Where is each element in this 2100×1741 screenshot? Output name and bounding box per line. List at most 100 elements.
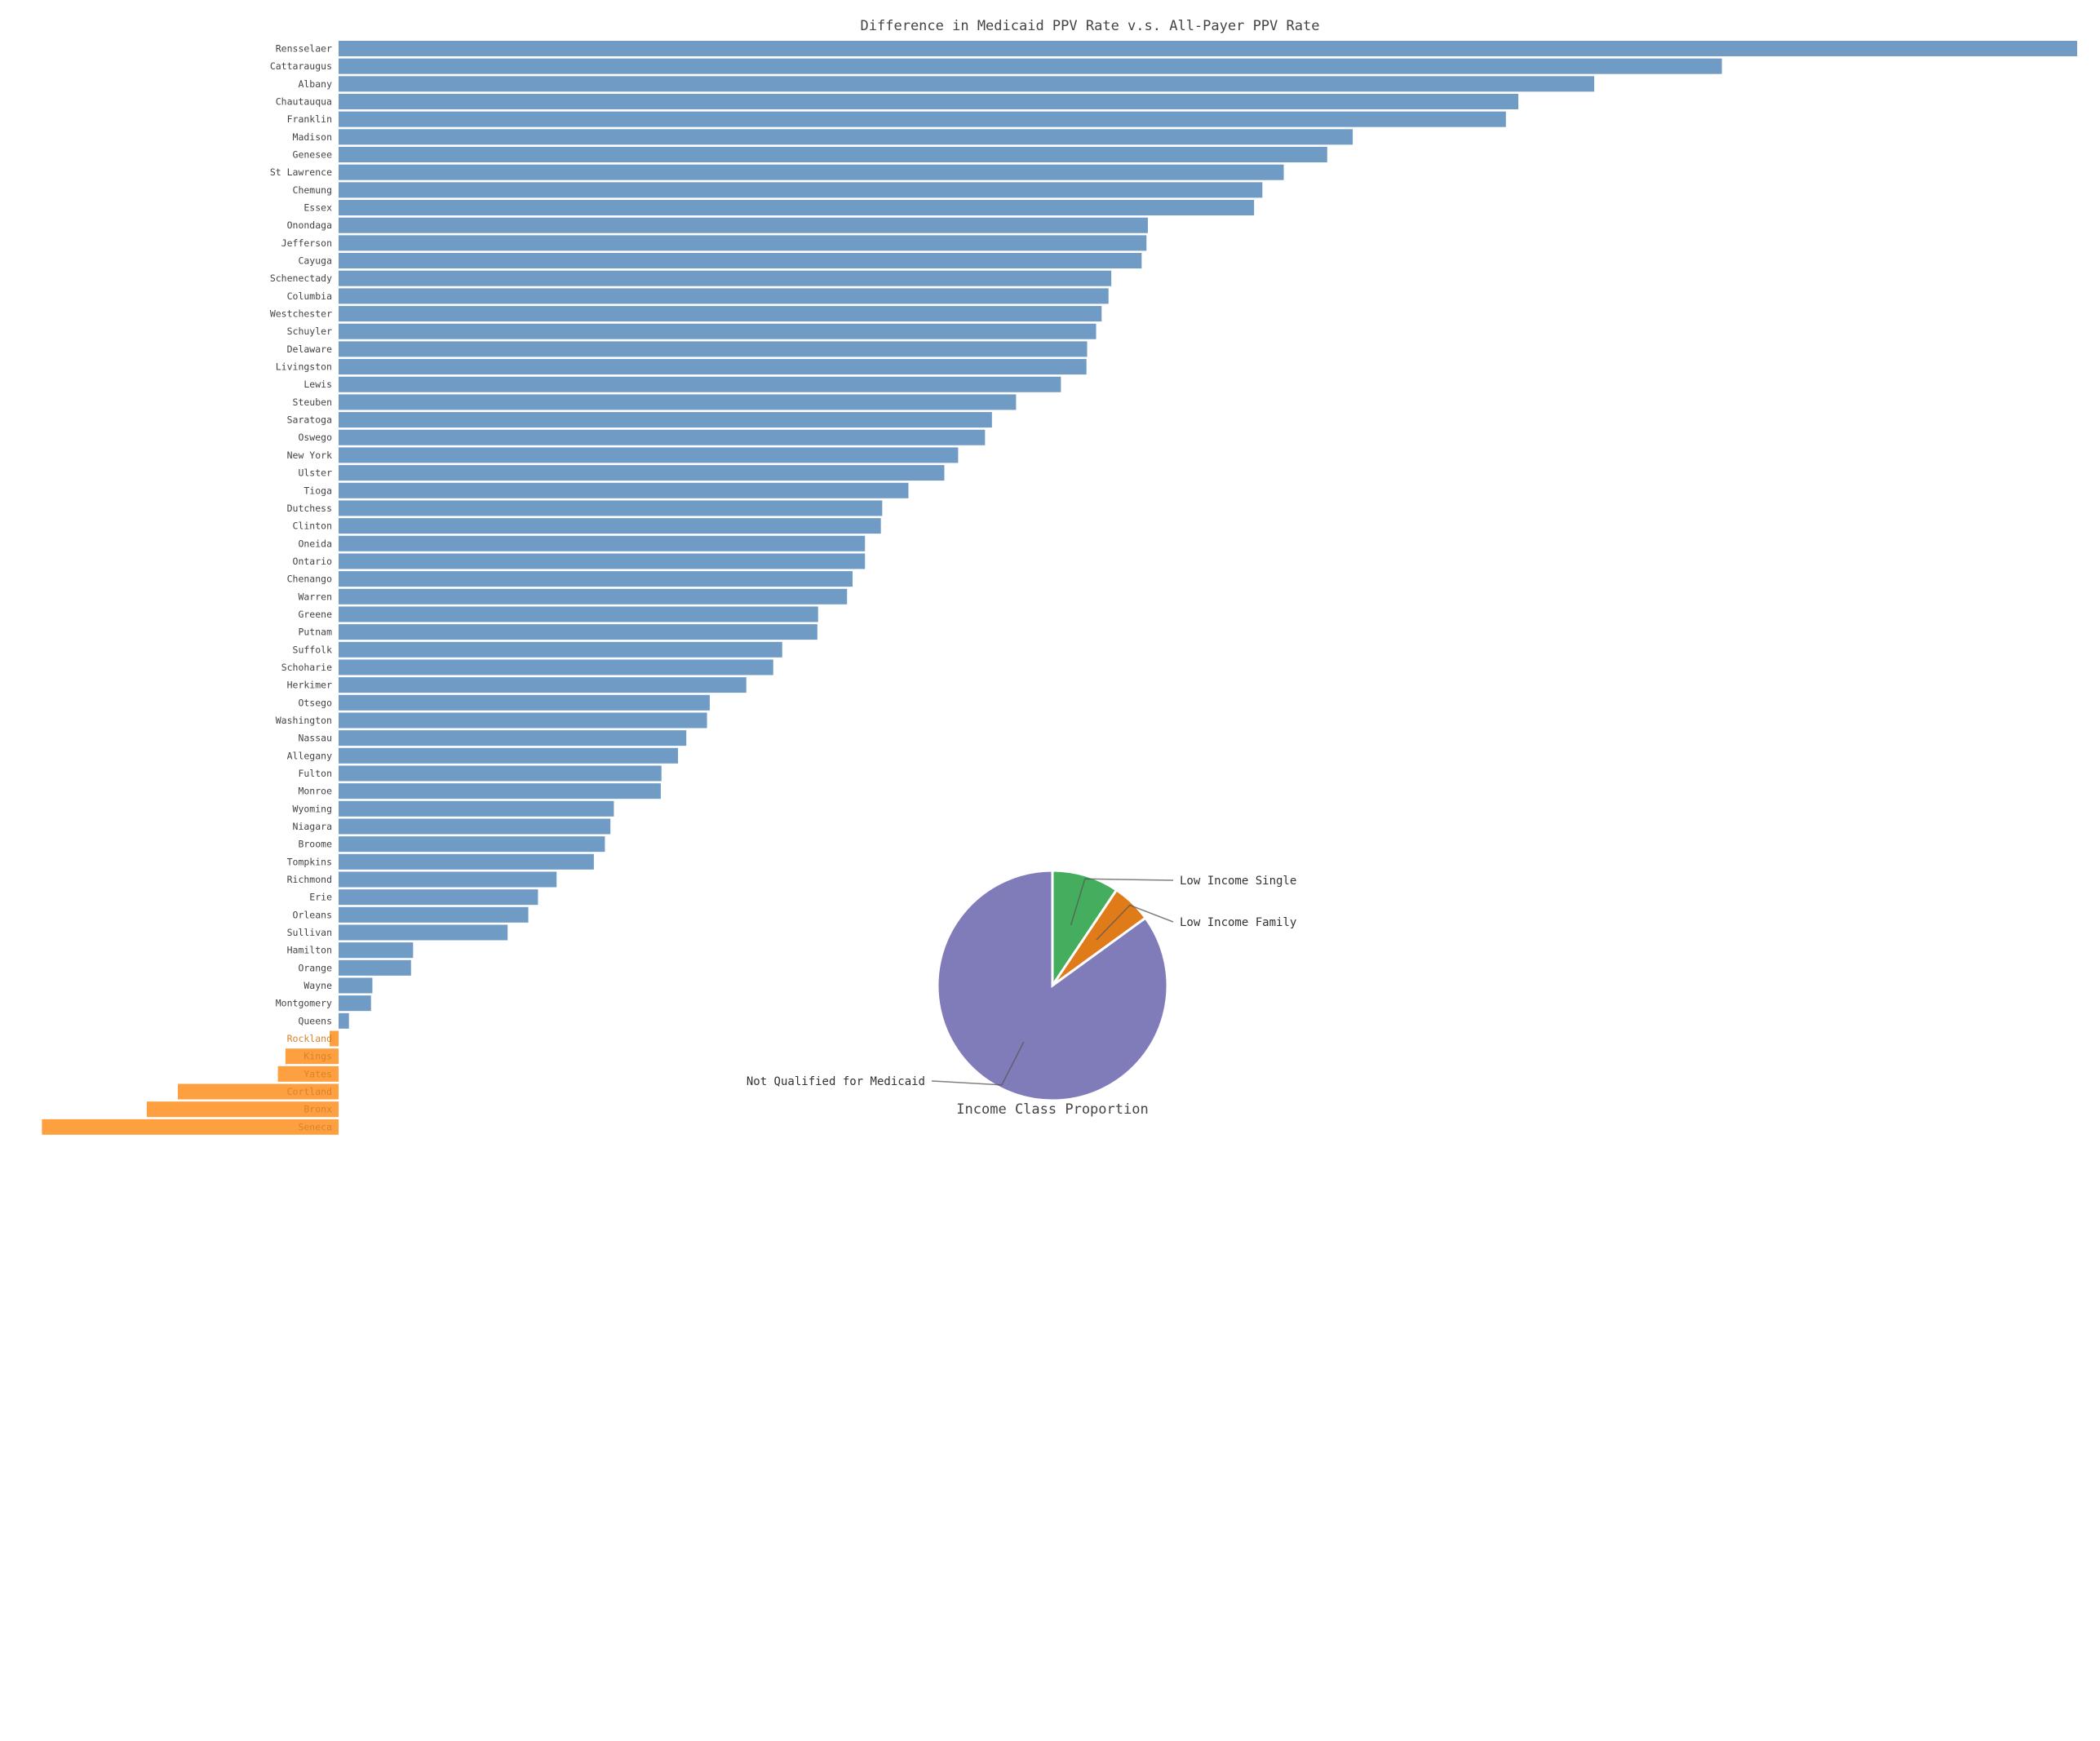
county-label: Ontario: [293, 556, 333, 567]
county-label: Lewis: [303, 379, 332, 390]
county-label: Bronx: [303, 1104, 332, 1115]
county-label: Orleans: [293, 909, 332, 920]
bar-chenango: [339, 571, 853, 587]
bar-oswego: [339, 429, 986, 445]
county-label: Essex: [303, 202, 332, 214]
bar-queens: [339, 1012, 349, 1029]
bar-schuyler: [339, 323, 1097, 339]
bar-kings: [285, 1048, 339, 1065]
bar-putnam: [339, 624, 817, 640]
county-label: Westchester: [270, 308, 332, 320]
bar-dutchess: [339, 500, 883, 516]
county-label: Franklin: [287, 113, 332, 125]
county-label: Montgomery: [276, 998, 332, 1009]
county-label: Madison: [293, 131, 332, 143]
bar-tompkins: [339, 853, 594, 870]
bar-montgomery: [339, 995, 371, 1012]
county-label: Nassau: [298, 733, 332, 744]
bar-essex: [339, 200, 1255, 216]
county-label: Fulton: [298, 768, 332, 779]
pie-label-not-qualified-for-medicaid: Not Qualified for Medicaid: [747, 1075, 925, 1088]
county-label: Broome: [298, 839, 332, 850]
county-label: Otsego: [298, 697, 332, 708]
county-label: Cayuga: [298, 255, 332, 267]
bar-orleans: [339, 906, 529, 923]
county-label: Greene: [298, 609, 332, 620]
bar-niagara: [339, 818, 611, 835]
county-label: Delaware: [287, 343, 332, 355]
county-label: Kings: [303, 1051, 332, 1062]
bar-chemung: [339, 182, 1263, 198]
bar-suffolk: [339, 641, 782, 658]
county-label: Washington: [276, 715, 332, 726]
bar-chautauqua: [339, 94, 1519, 110]
county-label: Niagara: [293, 821, 332, 832]
county-label: Putnam: [298, 627, 332, 638]
bar-schoharie: [339, 659, 773, 676]
county-label: New York: [287, 450, 332, 461]
bar-franklin: [339, 111, 1506, 127]
county-label: Columbia: [287, 290, 332, 302]
county-label: Wayne: [303, 980, 332, 991]
bar-steuben: [339, 394, 1017, 410]
county-label: St Lawrence: [270, 166, 332, 178]
county-label: Queens: [298, 1015, 332, 1026]
bar-bronx: [146, 1101, 339, 1118]
county-label: Herkimer: [287, 680, 332, 691]
county-label: Onondaga: [287, 219, 332, 231]
bar-erie: [339, 889, 538, 906]
bar-allegany: [339, 747, 679, 764]
bar-cattaraugus: [339, 58, 1722, 74]
county-label: Chenango: [287, 574, 332, 585]
bar-greene: [339, 606, 818, 622]
pie-leader-line: [1070, 878, 1174, 926]
county-label: Albany: [298, 78, 332, 90]
bar-seneca: [42, 1119, 339, 1135]
county-label: Monroe: [298, 786, 332, 797]
county-label: Yates: [303, 1068, 332, 1079]
bar-wayne: [339, 977, 373, 994]
county-label: Wyoming: [293, 803, 332, 814]
bar-broome: [339, 836, 605, 853]
bar-oneida: [339, 535, 866, 552]
county-label: Orange: [298, 962, 332, 973]
bar-hamilton: [339, 942, 414, 959]
bar-wyoming: [339, 800, 614, 817]
county-label: Tompkins: [287, 856, 332, 867]
bar-ontario: [339, 553, 866, 569]
county-label: Schenectady: [270, 272, 332, 284]
bar-otsego: [339, 694, 710, 711]
bar-sullivan: [339, 924, 508, 941]
bar-monroe: [339, 783, 661, 800]
county-label: Steuben: [293, 396, 332, 408]
pie-leader-line: [1096, 904, 1174, 941]
bar-tioga: [339, 482, 909, 498]
bar-delaware: [339, 341, 1088, 357]
pie-leader-line: [931, 1041, 1025, 1086]
county-label: Tioga: [303, 485, 332, 496]
bar-chart: Rensselaer Cattaraugus Albany Chautauqua Fra…: [42, 41, 2077, 1135]
county-label: Chemung: [293, 184, 332, 196]
bar-rensselaer: [339, 41, 2077, 56]
bar-livingston: [339, 359, 1087, 375]
county-label: Richmond: [287, 874, 332, 885]
county-label: Hamilton: [287, 945, 332, 956]
county-label: Dutchess: [287, 503, 332, 514]
bar-jefferson: [339, 235, 1147, 251]
bar-rockland: [330, 1030, 339, 1047]
county-label: Oswego: [298, 432, 332, 443]
bar-richmond: [339, 871, 557, 888]
county-label: Schoharie: [281, 662, 332, 673]
county-label: Oneida: [298, 538, 332, 549]
bar-westchester: [339, 306, 1102, 322]
bar-herkimer: [339, 677, 747, 693]
county-label: Schuyler: [287, 326, 332, 337]
county-label: Suffolk: [293, 644, 333, 655]
county-label: Erie: [309, 892, 332, 903]
bar-cayuga: [339, 253, 1142, 269]
county-label: Warren: [298, 591, 332, 602]
bar-fulton: [339, 765, 662, 782]
county-label: Ulster: [298, 467, 332, 479]
county-label: Saratoga: [287, 414, 332, 426]
